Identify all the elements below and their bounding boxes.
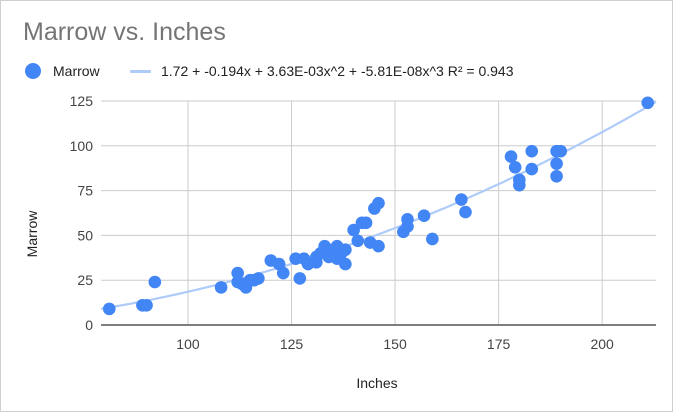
- data-point[interactable]: [455, 193, 468, 206]
- x-tick-label: 150: [383, 336, 407, 352]
- x-tick-label: 100: [176, 336, 200, 352]
- legend-marker-scatter: [25, 63, 41, 79]
- data-point[interactable]: [401, 220, 414, 233]
- data-point[interactable]: [214, 281, 228, 294]
- data-point[interactable]: [351, 234, 365, 248]
- x-tick-label: 175: [487, 336, 511, 352]
- data-point[interactable]: [293, 272, 307, 285]
- data-point[interactable]: [231, 266, 244, 280]
- data-point[interactable]: [347, 223, 360, 237]
- x-tick-label: 200: [590, 336, 614, 352]
- data-point[interactable]: [525, 144, 539, 158]
- data-point[interactable]: [372, 239, 385, 253]
- data-point[interactable]: [148, 275, 162, 289]
- data-point[interactable]: [504, 150, 518, 163]
- y-tick-label: 0: [85, 317, 93, 333]
- data-point[interactable]: [339, 257, 352, 271]
- data-point[interactable]: [550, 157, 563, 171]
- y-tick-label: 75: [77, 183, 93, 199]
- data-point[interactable]: [140, 298, 153, 312]
- scatter-points: [102, 96, 655, 316]
- x-tick-label: 125: [280, 336, 304, 352]
- data-point[interactable]: [525, 162, 539, 176]
- data-point[interactable]: [252, 272, 265, 285]
- y-tick-label: 125: [70, 93, 94, 109]
- y-axis-tick-labels: 0 25 50 75 100 125: [70, 93, 94, 333]
- data-point[interactable]: [102, 302, 116, 316]
- data-point[interactable]: [513, 178, 526, 192]
- y-tick-label: 50: [77, 227, 93, 243]
- data-point[interactable]: [554, 144, 568, 158]
- data-point[interactable]: [359, 216, 373, 230]
- data-point[interactable]: [508, 161, 522, 174]
- data-point[interactable]: [339, 243, 352, 257]
- data-point[interactable]: [372, 196, 385, 210]
- y-tick-label: 25: [77, 272, 93, 288]
- y-tick-label: 100: [70, 138, 94, 154]
- data-point[interactable]: [417, 209, 431, 222]
- chart-title: Marrow vs. Inches: [23, 18, 226, 46]
- x-axis-title: Inches: [356, 375, 397, 391]
- legend-marker-trendline: [130, 70, 151, 73]
- data-point[interactable]: [276, 266, 290, 280]
- data-point[interactable]: [550, 169, 563, 183]
- y-axis-title: Marrow: [24, 210, 40, 258]
- data-point[interactable]: [641, 96, 655, 110]
- legend-label-trendline: 1.72 + -0.194x + 3.63E-03x^2 + -5.81E-08…: [161, 63, 514, 79]
- x-axis-tick-labels: 100 125 150 175 200: [176, 336, 614, 352]
- data-point[interactable]: [459, 205, 472, 219]
- legend-label-marrow: Marrow: [53, 63, 100, 79]
- data-point[interactable]: [426, 232, 439, 246]
